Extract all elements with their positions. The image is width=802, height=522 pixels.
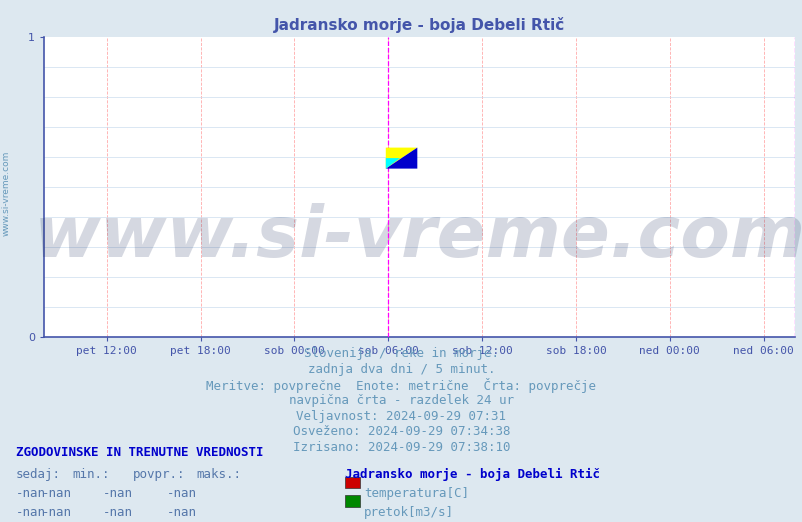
Polygon shape (385, 158, 399, 169)
Text: Veljavnost: 2024-09-29 07:31: Veljavnost: 2024-09-29 07:31 (296, 410, 506, 423)
Text: -nan: -nan (16, 487, 46, 500)
Polygon shape (385, 148, 417, 169)
Text: -nan: -nan (103, 487, 132, 500)
Text: pretok[m3/s]: pretok[m3/s] (363, 506, 453, 519)
Text: sedaj:: sedaj: (16, 468, 61, 481)
Polygon shape (385, 148, 417, 169)
Text: -nan: -nan (167, 487, 196, 500)
Text: maks.:: maks.: (196, 468, 241, 481)
Text: Jadransko morje - boja Debeli Rtič: Jadransko morje - boja Debeli Rtič (345, 468, 600, 481)
Title: Jadransko morje - boja Debeli Rtič: Jadransko morje - boja Debeli Rtič (273, 17, 565, 32)
Text: Izrisano: 2024-09-29 07:38:10: Izrisano: 2024-09-29 07:38:10 (293, 441, 509, 454)
Text: Osveženo: 2024-09-29 07:34:38: Osveženo: 2024-09-29 07:34:38 (293, 425, 509, 438)
Text: temperatura[C]: temperatura[C] (363, 487, 468, 500)
Text: -nan: -nan (167, 506, 196, 519)
Text: ZGODOVINSKE IN TRENUTNE VREDNOSTI: ZGODOVINSKE IN TRENUTNE VREDNOSTI (16, 446, 263, 459)
Text: navpična črta - razdelek 24 ur: navpična črta - razdelek 24 ur (289, 394, 513, 407)
Text: Slovenija / reke in morje.: Slovenija / reke in morje. (304, 347, 498, 360)
Text: -nan: -nan (16, 506, 46, 519)
Text: www.si-vreme.com: www.si-vreme.com (2, 150, 11, 236)
Text: -nan: -nan (43, 487, 72, 500)
Text: -nan: -nan (43, 506, 72, 519)
Text: zadnja dva dni / 5 minut.: zadnja dva dni / 5 minut. (307, 363, 495, 376)
Text: povpr.:: povpr.: (132, 468, 184, 481)
Text: -nan: -nan (103, 506, 132, 519)
Text: min.:: min.: (72, 468, 110, 481)
Text: Meritve: povprečne  Enote: metrične  Črta: povprečje: Meritve: povprečne Enote: metrične Črta:… (206, 378, 596, 394)
Text: www.si-vreme.com: www.si-vreme.com (34, 203, 802, 272)
